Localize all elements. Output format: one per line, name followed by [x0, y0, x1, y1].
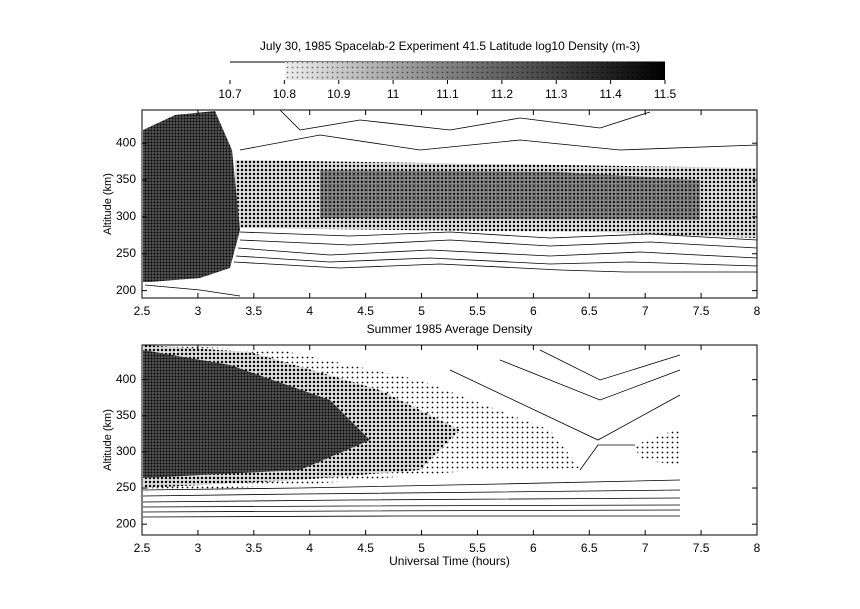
y-tick-label: 350 — [116, 172, 136, 186]
x-tick-label: 7.5 — [693, 541, 710, 555]
plot-frame — [141, 344, 758, 536]
y-tick-label: 300 — [116, 209, 136, 223]
colorbar-tick-label: 10.8 — [273, 87, 297, 101]
y-tick-label: 350 — [116, 408, 136, 422]
colorbar-tick-label: 11 — [387, 87, 400, 101]
x-tick-label: 4.5 — [357, 541, 374, 555]
x-tick-label: 4.5 — [357, 304, 374, 318]
y-tick-label: 200 — [116, 516, 136, 530]
x-tick-label: 5.5 — [469, 541, 486, 555]
x-axis-label: Universal Time (hours) — [389, 554, 510, 568]
y-axis-label: Altitude (km) — [102, 409, 114, 471]
y-tick-label: 250 — [116, 480, 136, 494]
chart-title: July 30, 1985 Spacelab-2 Experiment 41.5… — [260, 39, 640, 53]
y-tick-label: 200 — [116, 283, 136, 297]
x-tick-label: 3 — [195, 304, 202, 318]
x-tick-label: 6 — [530, 541, 537, 555]
subplot-title: Summer 1985 Average Density — [367, 322, 533, 336]
x-tick-label: 2.5 — [134, 541, 151, 555]
x-tick-label: 6.5 — [581, 541, 598, 555]
y-axis-label: Altitude (km) — [102, 173, 114, 235]
x-tick-label: 5.5 — [469, 304, 486, 318]
colorbar-tick-label: 10.9 — [327, 87, 351, 101]
x-tick-label: 8 — [754, 304, 761, 318]
x-tick-label: 4 — [306, 304, 313, 318]
colorbar-tick-label: 10.7 — [218, 87, 242, 101]
y-tick-label: 300 — [116, 444, 136, 458]
x-tick-label: 3.5 — [245, 541, 262, 555]
top-contours — [143, 109, 758, 297]
colorbar-tick-label: 11.3 — [545, 87, 568, 101]
x-tick-label: 7 — [642, 304, 649, 318]
colorbar-tick-label: 11.5 — [654, 87, 677, 101]
x-tick-label: 5 — [418, 541, 425, 555]
colorbar — [230, 61, 665, 80]
x-tick-label: 7.5 — [693, 304, 710, 318]
bottom-contours — [142, 345, 681, 518]
y-tick-label: 250 — [116, 246, 136, 260]
x-tick-label: 8 — [754, 541, 761, 555]
x-tick-label: 7 — [642, 541, 649, 555]
plot-frame — [141, 109, 758, 299]
y-tick-label: 400 — [116, 135, 136, 149]
x-tick-label: 3.5 — [245, 304, 262, 318]
colorbar-tick-label: 11.4 — [599, 87, 622, 101]
x-tick-label: 6 — [530, 304, 537, 318]
x-tick-label: 6.5 — [581, 304, 598, 318]
y-tick-label: 400 — [116, 372, 136, 386]
x-tick-label: 5 — [418, 304, 425, 318]
colorbar-tick-label: 11.1 — [436, 87, 459, 101]
colorbar-tick-label: 11.2 — [491, 87, 514, 101]
x-tick-label: 4 — [306, 541, 313, 555]
x-tick-label: 3 — [195, 541, 202, 555]
x-tick-label: 2.5 — [134, 304, 151, 318]
